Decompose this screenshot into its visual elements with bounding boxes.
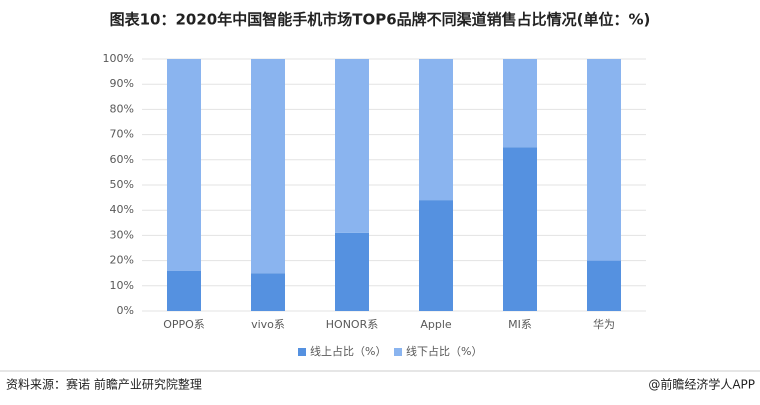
bar-segment [419, 59, 453, 201]
legend-label: 线下占比（%） [406, 344, 482, 358]
x-tick-label: Apple [420, 318, 452, 331]
y-tick-label: 20% [110, 254, 134, 267]
x-tick-label: vivo系 [251, 318, 285, 331]
x-tick-label: OPPO系 [163, 318, 205, 331]
y-tick-label: 30% [110, 228, 134, 241]
y-tick-label: 70% [110, 128, 134, 141]
legend-label: 线上占比（%） [310, 344, 386, 358]
y-tick-label: 60% [110, 153, 134, 166]
y-tick-label: 10% [110, 279, 134, 292]
bar-segment [503, 59, 537, 148]
x-tick-label: MI系 [508, 318, 532, 331]
bar-segment [587, 260, 621, 311]
bar-segment [587, 59, 621, 261]
bar-segment [251, 59, 285, 274]
bar-segment [251, 273, 285, 311]
y-tick-label: 80% [110, 102, 134, 115]
bar-segment [503, 147, 537, 311]
y-tick-label: 90% [110, 77, 134, 90]
chart-title: 图表10：2020年中国智能手机市场TOP6品牌不同渠道销售占比情况(单位：%) [110, 11, 651, 29]
legend-swatch [394, 348, 402, 356]
credit: @前瞻经济学人APP [648, 377, 755, 392]
source: 资料来源：赛诺 前瞻产业研究院整理 [6, 377, 202, 392]
legend-swatch [298, 348, 306, 356]
y-tick-label: 0% [117, 304, 134, 317]
y-tick-label: 100% [103, 52, 134, 65]
y-tick-label: 40% [110, 203, 134, 216]
bar-segment [419, 200, 453, 311]
bar-segment [335, 59, 369, 233]
x-tick-label: HONOR系 [326, 318, 378, 331]
bar-segment [167, 270, 201, 311]
bar-segment [167, 59, 201, 271]
x-tick-label: 华为 [593, 317, 615, 331]
y-tick-label: 50% [110, 178, 134, 191]
bar-segment [335, 232, 369, 311]
